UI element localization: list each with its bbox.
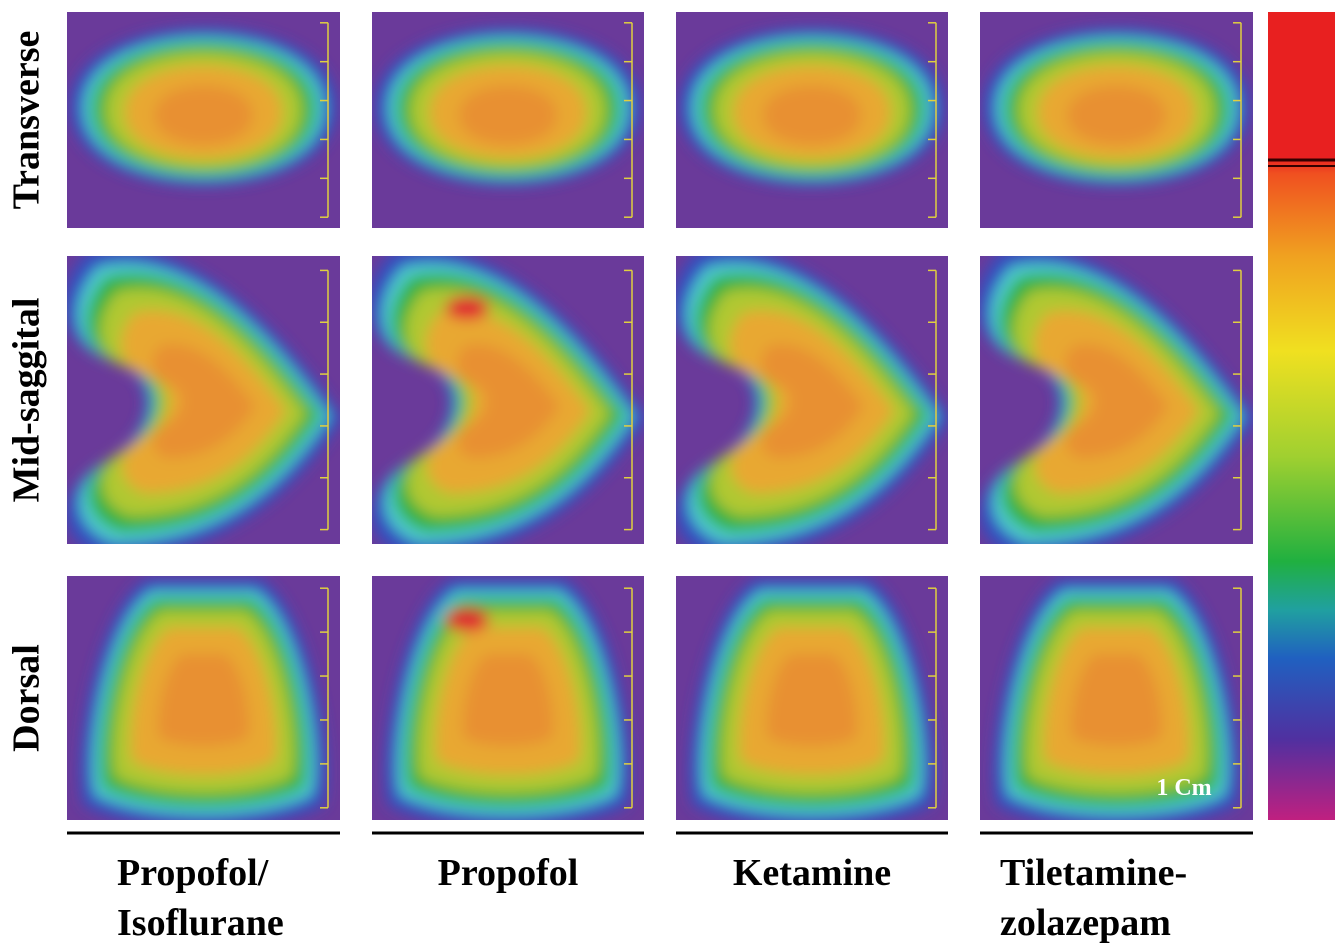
hot-spot: [445, 296, 489, 320]
image-panel: [673, 249, 952, 558]
column-label: Ketamine: [733, 852, 891, 894]
image-panel: [372, 12, 644, 228]
activity-map: [70, 28, 336, 186]
row-label: Transverse: [6, 31, 48, 210]
activity-layer: [459, 86, 557, 144]
image-panel: [676, 576, 948, 827]
activity-map: [375, 28, 640, 186]
image-panel: [67, 576, 340, 827]
column-label: Propofol: [438, 852, 579, 894]
column-label: zolazepam: [1000, 902, 1171, 943]
image-panel: [676, 12, 948, 228]
scale-label: 1 Cm: [1156, 775, 1211, 801]
image-panel: [977, 249, 1257, 558]
activity-map: [983, 28, 1249, 186]
column-label: Isoflurane: [117, 902, 284, 943]
activity-layer: [158, 654, 249, 746]
image-panel: [67, 12, 340, 228]
image-panel: [980, 576, 1253, 827]
image-panel: [372, 576, 644, 827]
figure: Transverse Mid-saggital Dorsal Propofol/Iso…: [0, 0, 1335, 943]
activity-map: [679, 28, 944, 186]
hot-spot: [445, 608, 489, 632]
row-label: Mid-saggital: [6, 298, 48, 503]
activity-layer: [1067, 86, 1165, 144]
image-panel: [64, 249, 344, 558]
activity-layer: [767, 654, 858, 746]
color-bar: [1268, 12, 1335, 820]
activity-map: [689, 579, 935, 828]
activity-layer: [154, 86, 252, 144]
activity-map: [80, 579, 327, 828]
image-panel: [980, 12, 1253, 228]
column-label: Propofol/: [117, 852, 269, 894]
activity-map: [385, 579, 631, 828]
image-panel: [369, 249, 648, 558]
row-label: Dorsal: [6, 644, 48, 752]
activity-layer: [463, 654, 554, 746]
activity-layer: [763, 86, 861, 144]
activity-layer: [1071, 654, 1162, 746]
column-label: Tiletamine-: [1000, 852, 1187, 894]
